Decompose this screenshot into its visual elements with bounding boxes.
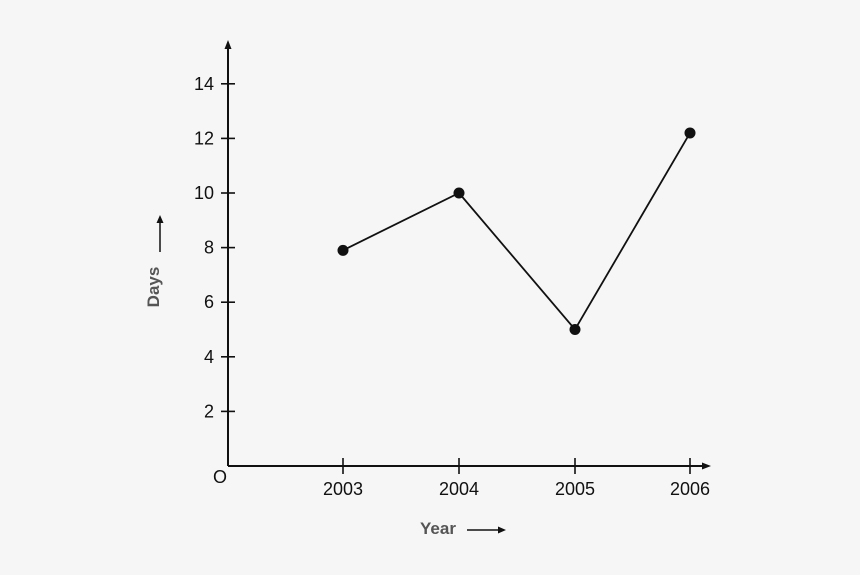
x-axis-arrowhead (702, 462, 711, 470)
y-axis-arrowhead (224, 40, 232, 49)
x-axis-title: Year (420, 519, 456, 538)
y-tick-label-8: 8 (204, 238, 214, 258)
y-axis-title: Days (144, 267, 163, 308)
series (337, 127, 696, 335)
y-ticks: 2 4 6 8 10 12 14 (194, 74, 235, 421)
y-axis-title-group: Days (144, 215, 164, 307)
y-tick-label-12: 12 (194, 128, 214, 148)
y-tick-label-6: 6 (204, 292, 214, 312)
x-tick-label-2004: 2004 (439, 479, 479, 499)
y-tick-label-2: 2 (204, 401, 214, 421)
x-tick-label-2003: 2003 (323, 479, 363, 499)
y-tick-label-4: 4 (204, 347, 214, 367)
x-tick-label-2006: 2006 (670, 479, 710, 499)
x-axis-title-arrowhead (498, 526, 506, 534)
x-tick-label-2005: 2005 (555, 479, 595, 499)
series-line-0 (342, 132, 691, 332)
y-axis-title-arrowhead (156, 215, 164, 223)
origin-label: O (213, 467, 227, 487)
x-ticks: 2003 2004 2005 2006 (323, 458, 710, 499)
data-point-2006 (684, 127, 696, 139)
data-point-2003 (337, 244, 349, 256)
data-point-2005 (569, 324, 581, 335)
y-tick-label-14: 14 (194, 74, 214, 94)
axes (224, 40, 711, 470)
y-tick-label-10: 10 (194, 183, 214, 203)
data-point-2004 (453, 187, 465, 199)
x-axis-title-group: Year (420, 519, 506, 538)
